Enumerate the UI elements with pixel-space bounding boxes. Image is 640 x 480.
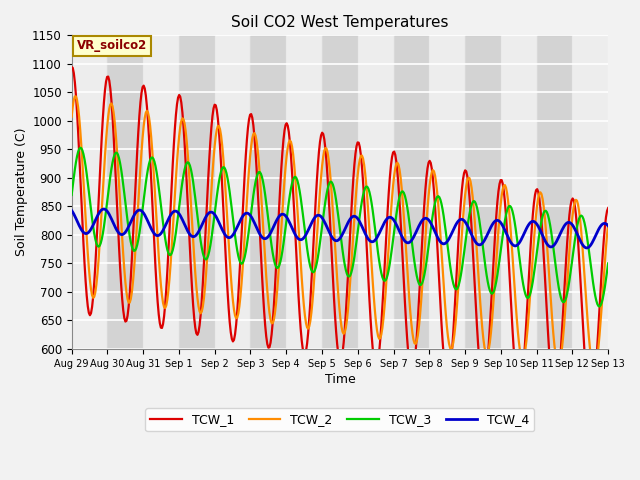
TCW_1 — [323, 158, 330, 164]
Bar — [250, 36, 286, 349]
TCW_4 — [68, 208, 76, 214]
Bar — [143, 36, 179, 349]
TCW_2 — [324, 149, 332, 155]
Bar — [358, 36, 394, 349]
Bar — [429, 36, 465, 349]
TCW_2 — [359, 156, 367, 161]
TCW_1 — [326, 211, 333, 217]
Bar — [108, 36, 143, 349]
TCW_2 — [68, 114, 76, 120]
TCW_1 — [587, 404, 595, 410]
Line: TCW_4: TCW_4 — [72, 209, 608, 248]
TCW_4 — [100, 206, 108, 212]
TCW_3 — [604, 261, 612, 266]
TCW_1 — [68, 64, 76, 70]
Text: VR_soilco2: VR_soilco2 — [77, 39, 147, 52]
Bar — [394, 36, 429, 349]
TCW_1 — [593, 359, 600, 365]
TCW_4 — [359, 226, 367, 231]
TCW_2 — [593, 354, 601, 360]
Bar — [72, 36, 108, 349]
TCW_4 — [583, 245, 591, 251]
TCW_2 — [71, 94, 79, 99]
Bar — [501, 36, 536, 349]
TCW_3 — [388, 245, 396, 251]
TCW_1 — [604, 205, 612, 211]
TCW_4 — [324, 226, 332, 231]
TCW_4 — [593, 229, 601, 235]
TCW_4 — [388, 215, 396, 221]
TCW_3 — [68, 192, 76, 198]
Bar — [465, 36, 501, 349]
TCW_1 — [508, 306, 515, 312]
X-axis label: Time: Time — [324, 373, 355, 386]
Bar — [179, 36, 214, 349]
Y-axis label: Soil Temperature (C): Soil Temperature (C) — [15, 128, 28, 256]
Line: TCW_1: TCW_1 — [72, 67, 608, 407]
TCW_4 — [509, 241, 516, 247]
TCW_2 — [509, 252, 516, 258]
Bar — [572, 36, 608, 349]
TCW_4 — [604, 223, 612, 229]
Bar — [214, 36, 250, 349]
TCW_3 — [327, 179, 335, 184]
Legend: TCW_1, TCW_2, TCW_3, TCW_4: TCW_1, TCW_2, TCW_3, TCW_4 — [145, 408, 534, 432]
Bar — [286, 36, 322, 349]
Bar — [536, 36, 572, 349]
TCW_2 — [604, 221, 612, 227]
TCW_2 — [590, 367, 598, 372]
TCW_2 — [327, 178, 335, 184]
TCW_3 — [509, 208, 516, 214]
TCW_3 — [76, 145, 84, 151]
TCW_3 — [593, 298, 600, 303]
TCW_3 — [359, 192, 367, 198]
TCW_3 — [324, 186, 332, 192]
Bar — [322, 36, 358, 349]
TCW_1 — [358, 164, 366, 169]
TCW_2 — [388, 195, 396, 201]
Line: TCW_2: TCW_2 — [72, 96, 608, 370]
TCW_4 — [327, 232, 335, 238]
TCW_3 — [596, 303, 604, 309]
Title: Soil CO2 West Temperatures: Soil CO2 West Temperatures — [231, 15, 449, 30]
TCW_1 — [387, 163, 395, 168]
Line: TCW_3: TCW_3 — [72, 148, 608, 306]
